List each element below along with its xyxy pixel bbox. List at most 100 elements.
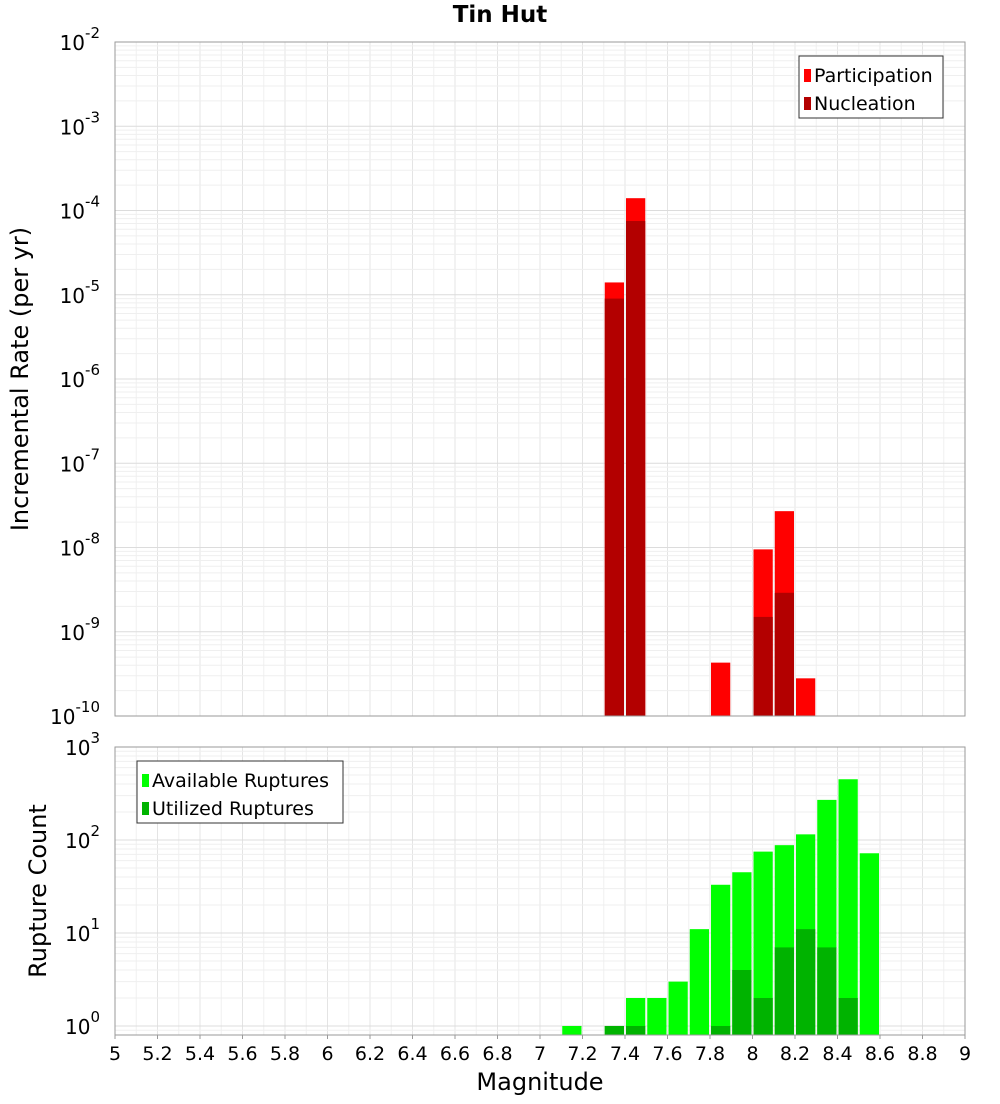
y-tick-label: 101: [65, 915, 100, 946]
bar-available-ruptures: [859, 853, 879, 1035]
x-tick-label: 5.6: [227, 1043, 257, 1065]
legend-box: [798, 55, 944, 119]
legend-label: Utilized Ruptures: [152, 798, 314, 820]
x-tick-label: 8.4: [822, 1043, 852, 1065]
bar-utilized-ruptures: [711, 1025, 731, 1035]
x-tick-label: 7.4: [610, 1043, 640, 1065]
y-tick-base: 10: [65, 829, 90, 853]
bar-nucleation: [753, 616, 773, 716]
y-tick-exponent: 2: [90, 822, 100, 840]
y-axis-title: Incremental Rate (per yr): [6, 227, 34, 531]
legend-swatch: [804, 97, 811, 110]
y-tick-base: 10: [65, 736, 90, 760]
bar-nucleation: [774, 592, 794, 716]
legend: Available Ruptures Utilized Ruptures: [136, 760, 344, 824]
y-tick-label: 10-2: [60, 24, 100, 55]
y-tick-base: 10: [60, 200, 85, 224]
y-tick-base: 10: [60, 537, 85, 561]
y-tick-base: 10: [60, 115, 85, 139]
x-tick-label: 6.4: [397, 1043, 427, 1065]
legend-swatch: [142, 802, 149, 815]
bar-utilized-ruptures: [626, 1025, 646, 1035]
y-tick-exponent: -8: [85, 530, 100, 548]
x-tick-label: 8.6: [865, 1043, 895, 1065]
x-tick-label: 6: [321, 1043, 333, 1065]
bar-available-ruptures: [647, 997, 667, 1035]
y-tick-exponent: -2: [85, 24, 100, 42]
x-tick-label: 8: [746, 1043, 758, 1065]
x-axis-title: Magnitude: [476, 1068, 603, 1096]
x-tick-label: 8.8: [907, 1043, 937, 1065]
y-tick-exponent: 0: [90, 1008, 100, 1026]
bar-available-ruptures: [562, 1025, 582, 1035]
bar-available-ruptures: [838, 779, 858, 1035]
y-tick-label: 100: [65, 1008, 100, 1039]
x-tick-label: 5: [109, 1043, 121, 1065]
legend-label: Participation: [814, 65, 933, 87]
x-tick-label: 6.8: [482, 1043, 512, 1065]
y-tick-label: 10-4: [60, 193, 100, 224]
bar-utilized-ruptures: [817, 947, 837, 1035]
legend-box: [136, 760, 344, 824]
y-tick-base: 10: [60, 284, 85, 308]
bar-utilized-ruptures: [753, 997, 773, 1035]
y-tick-label: 103: [65, 729, 100, 760]
bar-nucleation: [626, 221, 646, 716]
y-tick-label: 10-7: [60, 445, 100, 476]
bar-available-ruptures: [689, 929, 709, 1035]
bar-available-ruptures: [668, 981, 688, 1035]
y-tick-exponent: -9: [85, 614, 100, 632]
y-tick-base: 10: [65, 922, 90, 946]
y-tick-exponent: -10: [76, 698, 101, 716]
chart-title: Tin Hut: [453, 2, 548, 28]
y-tick-base: 10: [60, 368, 85, 392]
x-tick-label: 6.2: [355, 1043, 385, 1065]
plot-panel-1: 10-210-310-410-510-610-710-810-910-10Inc…: [6, 24, 966, 729]
x-tick-label: 7.6: [652, 1043, 682, 1065]
bar-utilized-ruptures: [774, 947, 794, 1035]
y-tick-exponent: -6: [85, 361, 100, 379]
y-tick-exponent: -5: [85, 277, 100, 295]
y-tick-exponent: 1: [90, 915, 100, 933]
y-tick-exponent: -7: [85, 445, 100, 463]
y-tick-label: 10-5: [60, 277, 100, 308]
x-tick-label: 8.2: [780, 1043, 810, 1065]
legend-label: Available Ruptures: [152, 770, 329, 792]
legend-swatch: [142, 774, 149, 787]
bar-utilized-ruptures: [604, 1025, 624, 1035]
x-tick-label: 5.4: [185, 1043, 215, 1065]
bar-utilized-ruptures: [838, 997, 858, 1035]
bar-available-ruptures: [711, 884, 731, 1035]
legend: Participation Nucleation: [798, 55, 944, 119]
y-tick-exponent: -4: [85, 193, 100, 211]
y-tick-exponent: -3: [85, 108, 100, 126]
x-tick-label: 6.6: [440, 1043, 470, 1065]
y-tick-exponent: 3: [90, 729, 100, 747]
bar-participation: [711, 662, 731, 716]
y-tick-base: 10: [60, 31, 85, 55]
y-tick-label: 102: [65, 822, 100, 853]
bar-available-ruptures: [753, 851, 773, 1035]
bar-utilized-ruptures: [796, 929, 816, 1035]
y-tick-label: 10-6: [60, 361, 100, 392]
x-tick-label: 5.2: [142, 1043, 172, 1065]
x-tick-label: 7.2: [567, 1043, 597, 1065]
x-tick-label: 7: [534, 1043, 546, 1065]
y-tick-label: 10-3: [60, 108, 100, 139]
y-tick-base: 10: [60, 621, 85, 645]
legend-label: Nucleation: [814, 93, 916, 115]
x-tick-label: 9: [959, 1043, 971, 1065]
y-tick-base: 10: [50, 705, 75, 729]
bar-available-ruptures: [626, 997, 646, 1035]
y-tick-base: 10: [60, 452, 85, 476]
plot-frame: [114, 41, 966, 717]
x-tick-label: 7.8: [695, 1043, 725, 1065]
y-tick-label: 10-9: [60, 614, 100, 645]
y-axis-title: Rupture Count: [24, 804, 52, 978]
bar-participation: [796, 678, 816, 716]
bar-nucleation: [604, 298, 624, 716]
bar-utilized-ruptures: [732, 969, 752, 1035]
